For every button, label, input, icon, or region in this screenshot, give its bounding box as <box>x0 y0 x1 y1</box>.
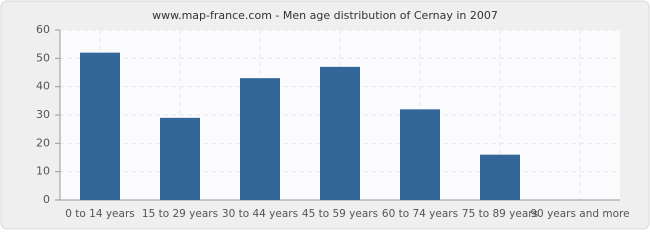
x-tick-label: 30 to 44 years <box>222 208 298 220</box>
bar <box>160 117 200 200</box>
y-tick-label: 60 <box>36 23 50 36</box>
x-tick-label: 0 to 14 years <box>65 208 135 220</box>
bar <box>80 52 120 200</box>
bar <box>320 66 360 200</box>
chart: www.map-france.com - Men age distributio… <box>0 0 650 230</box>
y-tick-label: 0 <box>43 193 50 206</box>
chart-title: www.map-france.com - Men age distributio… <box>152 9 498 22</box>
y-tick-label: 50 <box>36 51 50 64</box>
bar <box>400 109 440 200</box>
x-tick-label: 90 years and more <box>530 208 629 220</box>
bar <box>240 78 280 200</box>
x-tick-label: 75 to 89 years <box>462 208 538 220</box>
y-tick-label: 40 <box>36 80 50 93</box>
x-tick-label: 45 to 59 years <box>302 208 378 220</box>
y-tick-label: 30 <box>36 108 50 121</box>
x-tick-label: 15 to 29 years <box>142 208 218 220</box>
y-tick-label: 10 <box>36 165 50 178</box>
bar <box>480 154 520 200</box>
x-tick-label: 60 to 74 years <box>382 208 458 220</box>
y-tick-label: 20 <box>36 136 50 149</box>
